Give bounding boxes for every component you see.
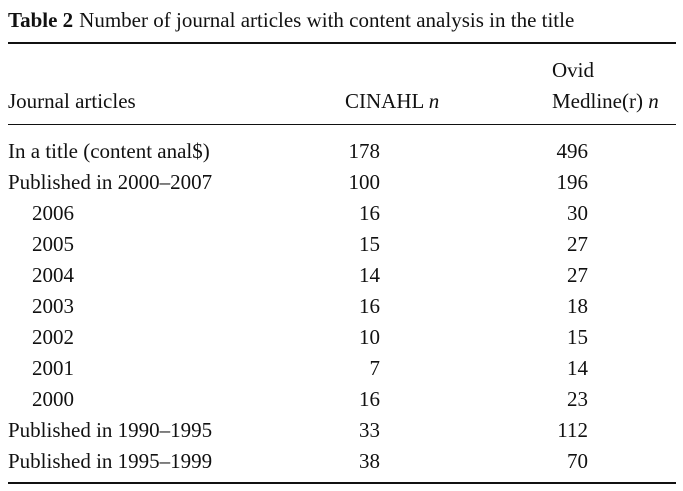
table-label: Table 2 xyxy=(8,8,74,32)
table-row: 2004 14 27 xyxy=(0,260,683,291)
header-journal-articles: Journal articles xyxy=(8,89,136,113)
row-label: Published in 1995–1999 xyxy=(8,449,213,473)
table-row: In a title (content anal$) 178 496 xyxy=(0,136,683,167)
header-medline-unit: n xyxy=(648,89,659,113)
header-cinahl: CINAHL n xyxy=(345,87,439,115)
row-label: 2006 xyxy=(32,201,74,225)
table-row: 2000 16 23 xyxy=(0,384,683,415)
table-row: 2002 10 15 xyxy=(0,322,683,353)
header-rule xyxy=(8,124,676,125)
medline-value: 112 xyxy=(557,418,588,442)
medline-value: 14 xyxy=(567,356,588,380)
row-label: 2003 xyxy=(32,294,74,318)
row-label: 2001 xyxy=(32,356,74,380)
header-medline: Medline(r) n xyxy=(552,87,659,115)
cinahl-value: 100 xyxy=(348,170,381,194)
row-label: 2004 xyxy=(32,263,74,287)
table-row: 2001 7 14 xyxy=(0,353,683,384)
medline-value: 23 xyxy=(567,387,588,411)
medline-value: 15 xyxy=(567,325,588,349)
top-rule xyxy=(8,42,676,44)
cinahl-value: 7 xyxy=(369,356,381,380)
cinahl-value: 10 xyxy=(359,325,380,349)
header-medline-name: Medline(r) xyxy=(552,89,643,113)
table-row: 2006 16 30 xyxy=(0,198,683,229)
header-cinahl-name: CINAHL xyxy=(345,89,424,113)
header-cinahl-unit: n xyxy=(428,89,440,113)
cinahl-value: 16 xyxy=(359,294,380,318)
row-label: 2002 xyxy=(32,325,74,349)
cinahl-value: 15 xyxy=(359,232,380,256)
table-caption: Table 2 Number of journal articles with c… xyxy=(8,6,574,34)
medline-value: 27 xyxy=(567,232,588,256)
table-row: Published in 2000–2007 100 196 xyxy=(0,167,683,198)
table-row: Published in 1995–1999 38 70 xyxy=(0,446,683,477)
header-ovid: Ovid xyxy=(552,58,594,82)
row-label: Published in 2000–2007 xyxy=(8,170,213,194)
table-title: Number of journal articles with content … xyxy=(79,8,575,32)
row-label: In a title (content anal$) xyxy=(8,139,210,163)
medline-value: 196 xyxy=(556,170,589,194)
medline-value: 18 xyxy=(567,294,588,318)
cinahl-value: 178 xyxy=(348,139,381,163)
bottom-rule xyxy=(8,482,676,484)
row-label: Published in 1990–1995 xyxy=(8,418,213,442)
medline-value: 496 xyxy=(556,139,589,163)
medline-value: 30 xyxy=(567,201,588,225)
cinahl-value: 16 xyxy=(359,201,380,225)
medline-value: 70 xyxy=(567,449,588,473)
table-body: In a title (content anal$) 178 496 Publi… xyxy=(0,136,683,477)
row-label: 2005 xyxy=(32,232,74,256)
table-row: Published in 1990–1995 33 112 xyxy=(0,415,683,446)
medline-value: 27 xyxy=(567,263,588,287)
cinahl-value: 16 xyxy=(359,387,380,411)
cinahl-value: 33 xyxy=(359,418,380,442)
cinahl-value: 14 xyxy=(359,263,380,287)
cinahl-value: 38 xyxy=(359,449,380,473)
table-row: 2005 15 27 xyxy=(0,229,683,260)
row-label: 2000 xyxy=(32,387,74,411)
table-row: 2003 16 18 xyxy=(0,291,683,322)
